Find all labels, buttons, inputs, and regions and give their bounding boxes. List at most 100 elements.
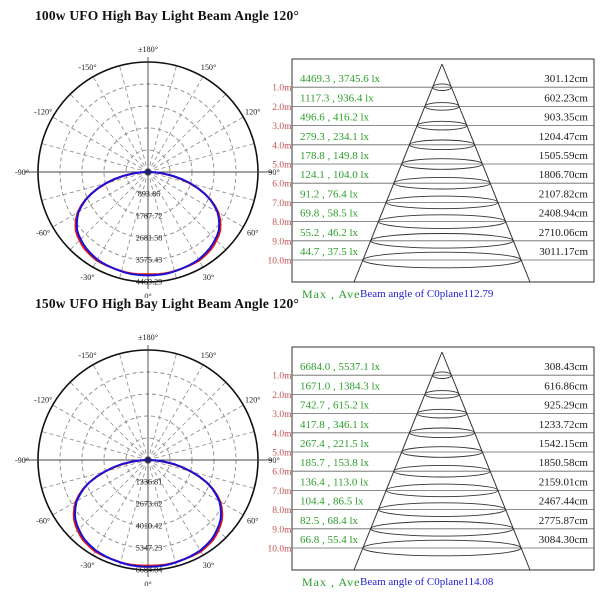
polar-plot: 893.86 1787.72 2681.58 3575.43 4469.29 ±180° 1… [15,45,280,301]
diameter-value: 2408.94cm [539,208,589,220]
angle-label: -30° [80,561,94,570]
lux-value: 417.8 , 346.1 lx [300,419,370,431]
polar-spoke [147,459,204,556]
polar-spoke [147,171,204,268]
polar-plot: 1336.81 2673.62 4010.42 5347.23 6684.04 ±180°… [15,333,280,589]
footer-beam-angle: Beam angle of C0plane112.79 [360,288,494,300]
lux-value: 66.8 , 55.4 lx [300,534,359,546]
diameter-value: 1850.58cm [539,457,589,469]
cone-left-side [353,63,443,283]
diameter-value: 616.86cm [544,380,588,392]
lux-value: 104.4 , 86.5 lx [300,496,364,508]
polar-spoke [147,364,204,461]
height-label: 2.0m [272,391,292,401]
height-label: 4.0m [272,141,292,151]
height-label: 5.0m [272,161,292,171]
angle-label: -90° [15,168,29,177]
lux-value: 742.7 , 615.2 lx [300,400,370,412]
height-label: 6.0m [272,468,292,478]
polar-spoke [92,76,149,173]
lux-value: 178.8 , 149.8 lx [300,150,370,162]
height-label: 3.0m [272,122,292,132]
polar-spoke [41,459,149,489]
height-label: 3.0m [272,410,292,420]
polar-spoke [147,459,255,489]
polar-spoke [69,381,149,461]
angle-label: -30° [80,273,94,282]
section-100w: 100w UFO High Bay Light Beam Angle 120° … [15,8,595,301]
height-label: 4.0m [272,429,292,439]
lux-value: 496.6 , 416.2 lx [300,112,370,124]
diameter-value: 1505.59cm [539,150,589,162]
lux-value: 91.2 , 76.4 lx [300,188,359,200]
lux-value: 69.8 , 58.5 lx [300,208,359,220]
polar-spoke [41,431,149,461]
height-label: 9.0m [272,237,292,247]
cone-box [291,58,595,283]
polar-center-dot [145,169,151,175]
polar-spoke [147,459,244,516]
polar-spoke [119,65,149,173]
polar-spoke [41,143,149,173]
diameter-value: 1204.47cm [539,131,589,143]
diameter-value: 3084.30cm [539,534,589,546]
angle-label: ±180° [138,45,158,54]
angle-label: 120° [245,108,261,117]
polar-spoke [147,143,255,173]
ring-value-label: 2673.62 [136,500,163,509]
beam-curve-c90 [75,171,221,277]
angle-label: 90° [268,168,279,177]
polar-spoke [147,171,244,228]
diameter-value: 602.23cm [544,92,588,104]
angle-label: -60° [36,517,50,526]
polar-spoke [52,116,149,173]
lux-value: 6684.0 , 5537.1 lx [300,361,381,373]
angle-label: 60° [247,517,258,526]
cone-plot: 6684.0 , 5537.1 lx 308.43cm 1.0m 1671.0 , 1… [267,346,595,589]
polar-spoke [147,431,255,461]
polar-spoke [92,171,149,268]
height-label: 8.0m [272,506,292,516]
ring-value-label: 4010.42 [136,522,163,531]
polar-spoke [147,65,177,173]
diameter-value: 3011.17cm [539,246,588,258]
polar-spoke [147,171,227,251]
angle-label: 90° [268,456,279,465]
height-label: 8.0m [272,218,292,228]
polar-spoke [92,459,149,556]
polar-spoke [147,353,177,461]
polar-spoke [147,171,255,201]
diameter-value: 301.12cm [544,73,588,85]
polar-center-dot [145,457,151,463]
angle-label: 30° [203,273,214,282]
cone-right-side [441,351,531,571]
polar-spoke [147,171,177,279]
angle-label: 0° [144,292,151,298]
polar-spoke [69,93,149,173]
height-label: 10.0m [267,257,292,267]
beam-curve-c90 [73,459,223,568]
footer-beam-angle: Beam angle of C0plane114.08 [360,576,494,588]
height-label: 9.0m [272,525,292,535]
polar-spoke [69,459,149,539]
height-label: 10.0m [267,545,292,555]
diameter-value: 2710.06cm [539,227,589,239]
polar-spoke [147,459,227,539]
angle-label: -150° [78,351,96,360]
polar-spoke [52,404,149,461]
ring-value-label: 6684.04 [136,566,163,575]
angle-label: 150° [201,351,217,360]
angle-label: -150° [78,63,96,72]
cone-diagram-150w: 6684.0 , 5537.1 lx 308.43cm 1.0m 1671.0 , 1… [264,340,600,592]
angle-label: 30° [203,561,214,570]
polar-spoke [147,459,177,567]
angle-label: -120° [34,396,52,405]
height-label: 1.0m [272,372,292,382]
lux-value: 44.7 , 37.5 lx [300,246,359,258]
diameter-value: 1806.70cm [539,169,589,181]
lux-value: 185.7 , 153.8 lx [300,457,370,469]
polar-spoke [119,459,149,567]
angle-label: 150° [201,63,217,72]
height-label: 1.0m [272,84,292,94]
lux-value: 267.4 , 221.5 lx [300,438,370,450]
